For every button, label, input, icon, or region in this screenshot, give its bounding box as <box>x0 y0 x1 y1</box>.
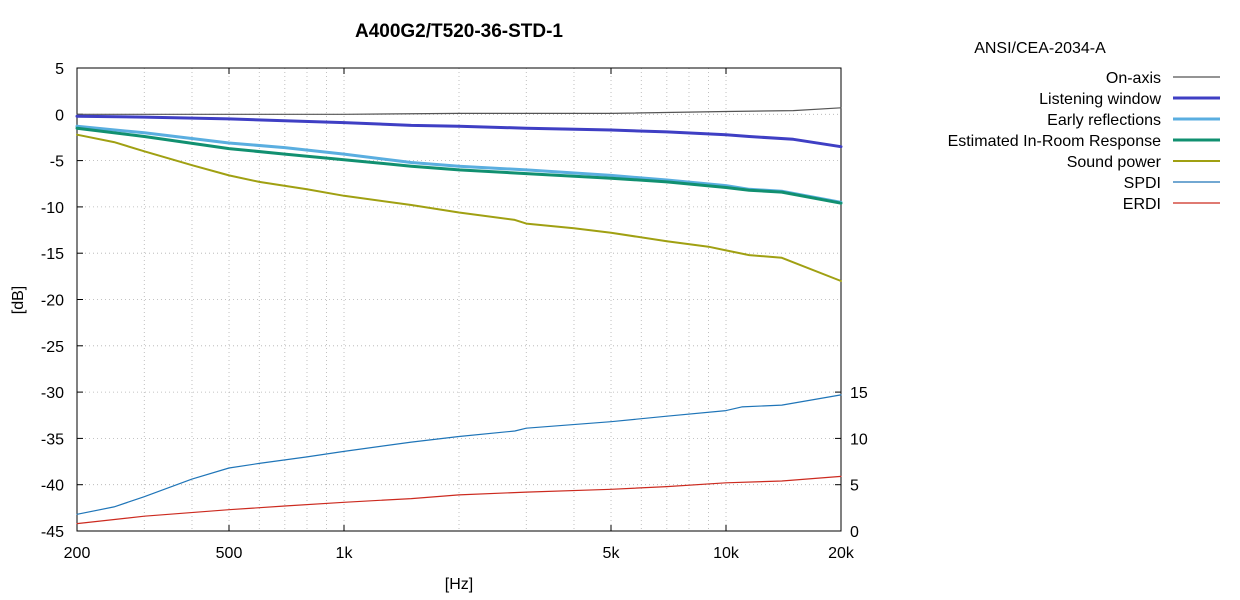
y-axis-label: [dB] <box>10 286 27 314</box>
x-tick-label: 500 <box>216 545 243 562</box>
x-tick-label: 5k <box>603 545 621 562</box>
x-tick-label: 20k <box>828 545 855 562</box>
chart-title: A400G2/T520-36-STD-1 <box>355 21 563 42</box>
axis-ticks: 200 500 1k 5k 10k 20k 5 0 -5 -10 -15 -20 -25 -30 -35 -4… <box>41 61 868 562</box>
series-lines <box>75 107 843 525</box>
y-tick-label: -45 <box>41 524 64 541</box>
legend-label-spdi: SPDI <box>1124 175 1161 192</box>
legend-label-sound-power: Sound power <box>1067 154 1162 171</box>
y-tick-label: -15 <box>41 246 64 263</box>
legend-label-early-reflections: Early reflections <box>1047 112 1161 129</box>
series-line-estimated-in-room-response <box>75 126 843 205</box>
x-tick-label: 1k <box>336 545 354 562</box>
y-tick-label: -5 <box>50 154 64 171</box>
grid <box>77 68 841 531</box>
y2-tick-label: 0 <box>850 524 859 541</box>
series-line-on-axis <box>76 107 842 115</box>
legend-label-listening-window: Listening window <box>1039 91 1161 108</box>
y-tick-label: -25 <box>41 339 64 356</box>
y2-tick-label: 10 <box>850 431 868 448</box>
y-tick-label: -20 <box>41 293 64 310</box>
legend-label-erdi: ERDI <box>1123 196 1161 213</box>
series-line-spdi <box>76 394 842 515</box>
y-tick-label: 5 <box>55 61 64 78</box>
x-tick-label: 200 <box>64 545 91 562</box>
y2-tick-label: 15 <box>850 385 868 402</box>
y2-tick-label: 5 <box>850 478 859 495</box>
y-tick-label: -35 <box>41 431 64 448</box>
series-line-sound-power <box>76 133 842 282</box>
standard-label: ANSI/CEA-2034-A <box>974 40 1106 57</box>
x-tick-label: 10k <box>713 545 740 562</box>
y-tick-label: 0 <box>55 107 64 124</box>
legend: On-axis Listening window Early reflections… <box>948 70 1220 213</box>
y-tick-label: -30 <box>41 385 64 402</box>
series-line-listening-window <box>75 114 843 149</box>
series-line-erdi <box>76 475 842 525</box>
legend-label-estimated-in-room-response: Estimated In-Room Response <box>948 133 1162 150</box>
y-tick-label: -40 <box>41 478 64 495</box>
y-tick-label: -10 <box>41 200 64 217</box>
x-axis-label: [Hz] <box>445 576 473 593</box>
legend-label-on-axis: On-axis <box>1106 70 1161 87</box>
